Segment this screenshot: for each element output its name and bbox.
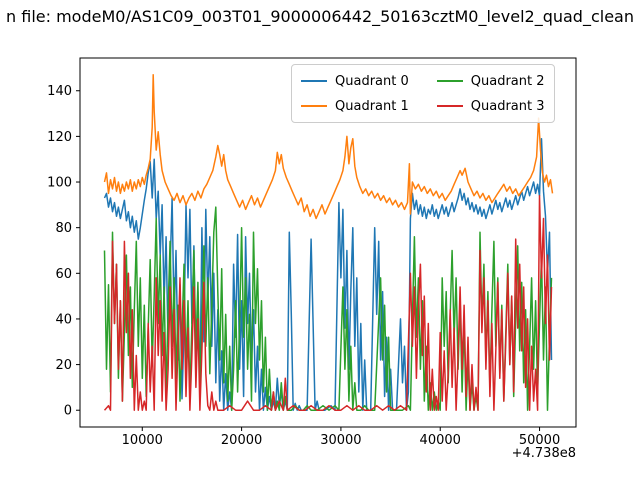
legend-line-quadrant-1 <box>301 105 327 107</box>
x-tick-label: 50000 <box>519 433 560 448</box>
legend-entry-quadrant-0: Quadrant 0 <box>301 71 409 91</box>
axes-frame <box>79 57 577 428</box>
x-tick-label: 10000 <box>122 433 163 448</box>
legend-line-quadrant-3 <box>436 105 463 107</box>
x-tick-label: 40000 <box>420 433 461 448</box>
y-tick-label: 140 <box>47 84 72 99</box>
legend-entry-quadrant-3: Quadrant 3 <box>436 96 545 116</box>
y-tick-label: 120 <box>47 130 72 145</box>
y-tick-label: 80 <box>55 221 72 236</box>
series-line-quadrant-3 <box>103 194 553 411</box>
y-tick-label: 60 <box>55 267 72 282</box>
legend-entry-quadrant-1: Quadrant 1 <box>301 96 409 116</box>
legend-entry-quadrant-2: Quadrant 2 <box>436 71 545 91</box>
legend-label-quadrant-1: Quadrant 1 <box>335 98 409 114</box>
y-tick-label: 20 <box>55 358 72 373</box>
x-tick-label: 30000 <box>320 433 361 448</box>
y-tick-label: 40 <box>55 312 72 327</box>
legend-label-quadrant-0: Quadrant 0 <box>335 73 409 89</box>
legend-label-quadrant-3: Quadrant 3 <box>470 98 545 114</box>
legend-label-quadrant-2: Quadrant 2 <box>470 73 545 89</box>
legend-line-quadrant-0 <box>301 80 327 82</box>
x-axis-offset-label: +4.738e8 <box>511 446 576 461</box>
chart-title: n file: modeM0/AS1C09_003T01_9000006442_… <box>6 7 634 26</box>
x-tick-label: 20000 <box>221 433 262 448</box>
y-tick-label: 0 <box>64 404 72 419</box>
legend-line-quadrant-2 <box>436 80 463 82</box>
y-tick-label: 100 <box>47 176 72 191</box>
legend: Quadrant 0 Quadrant 1 Quadrant 2 Quadran… <box>291 64 555 123</box>
series-line-quadrant-1 <box>103 74 554 220</box>
